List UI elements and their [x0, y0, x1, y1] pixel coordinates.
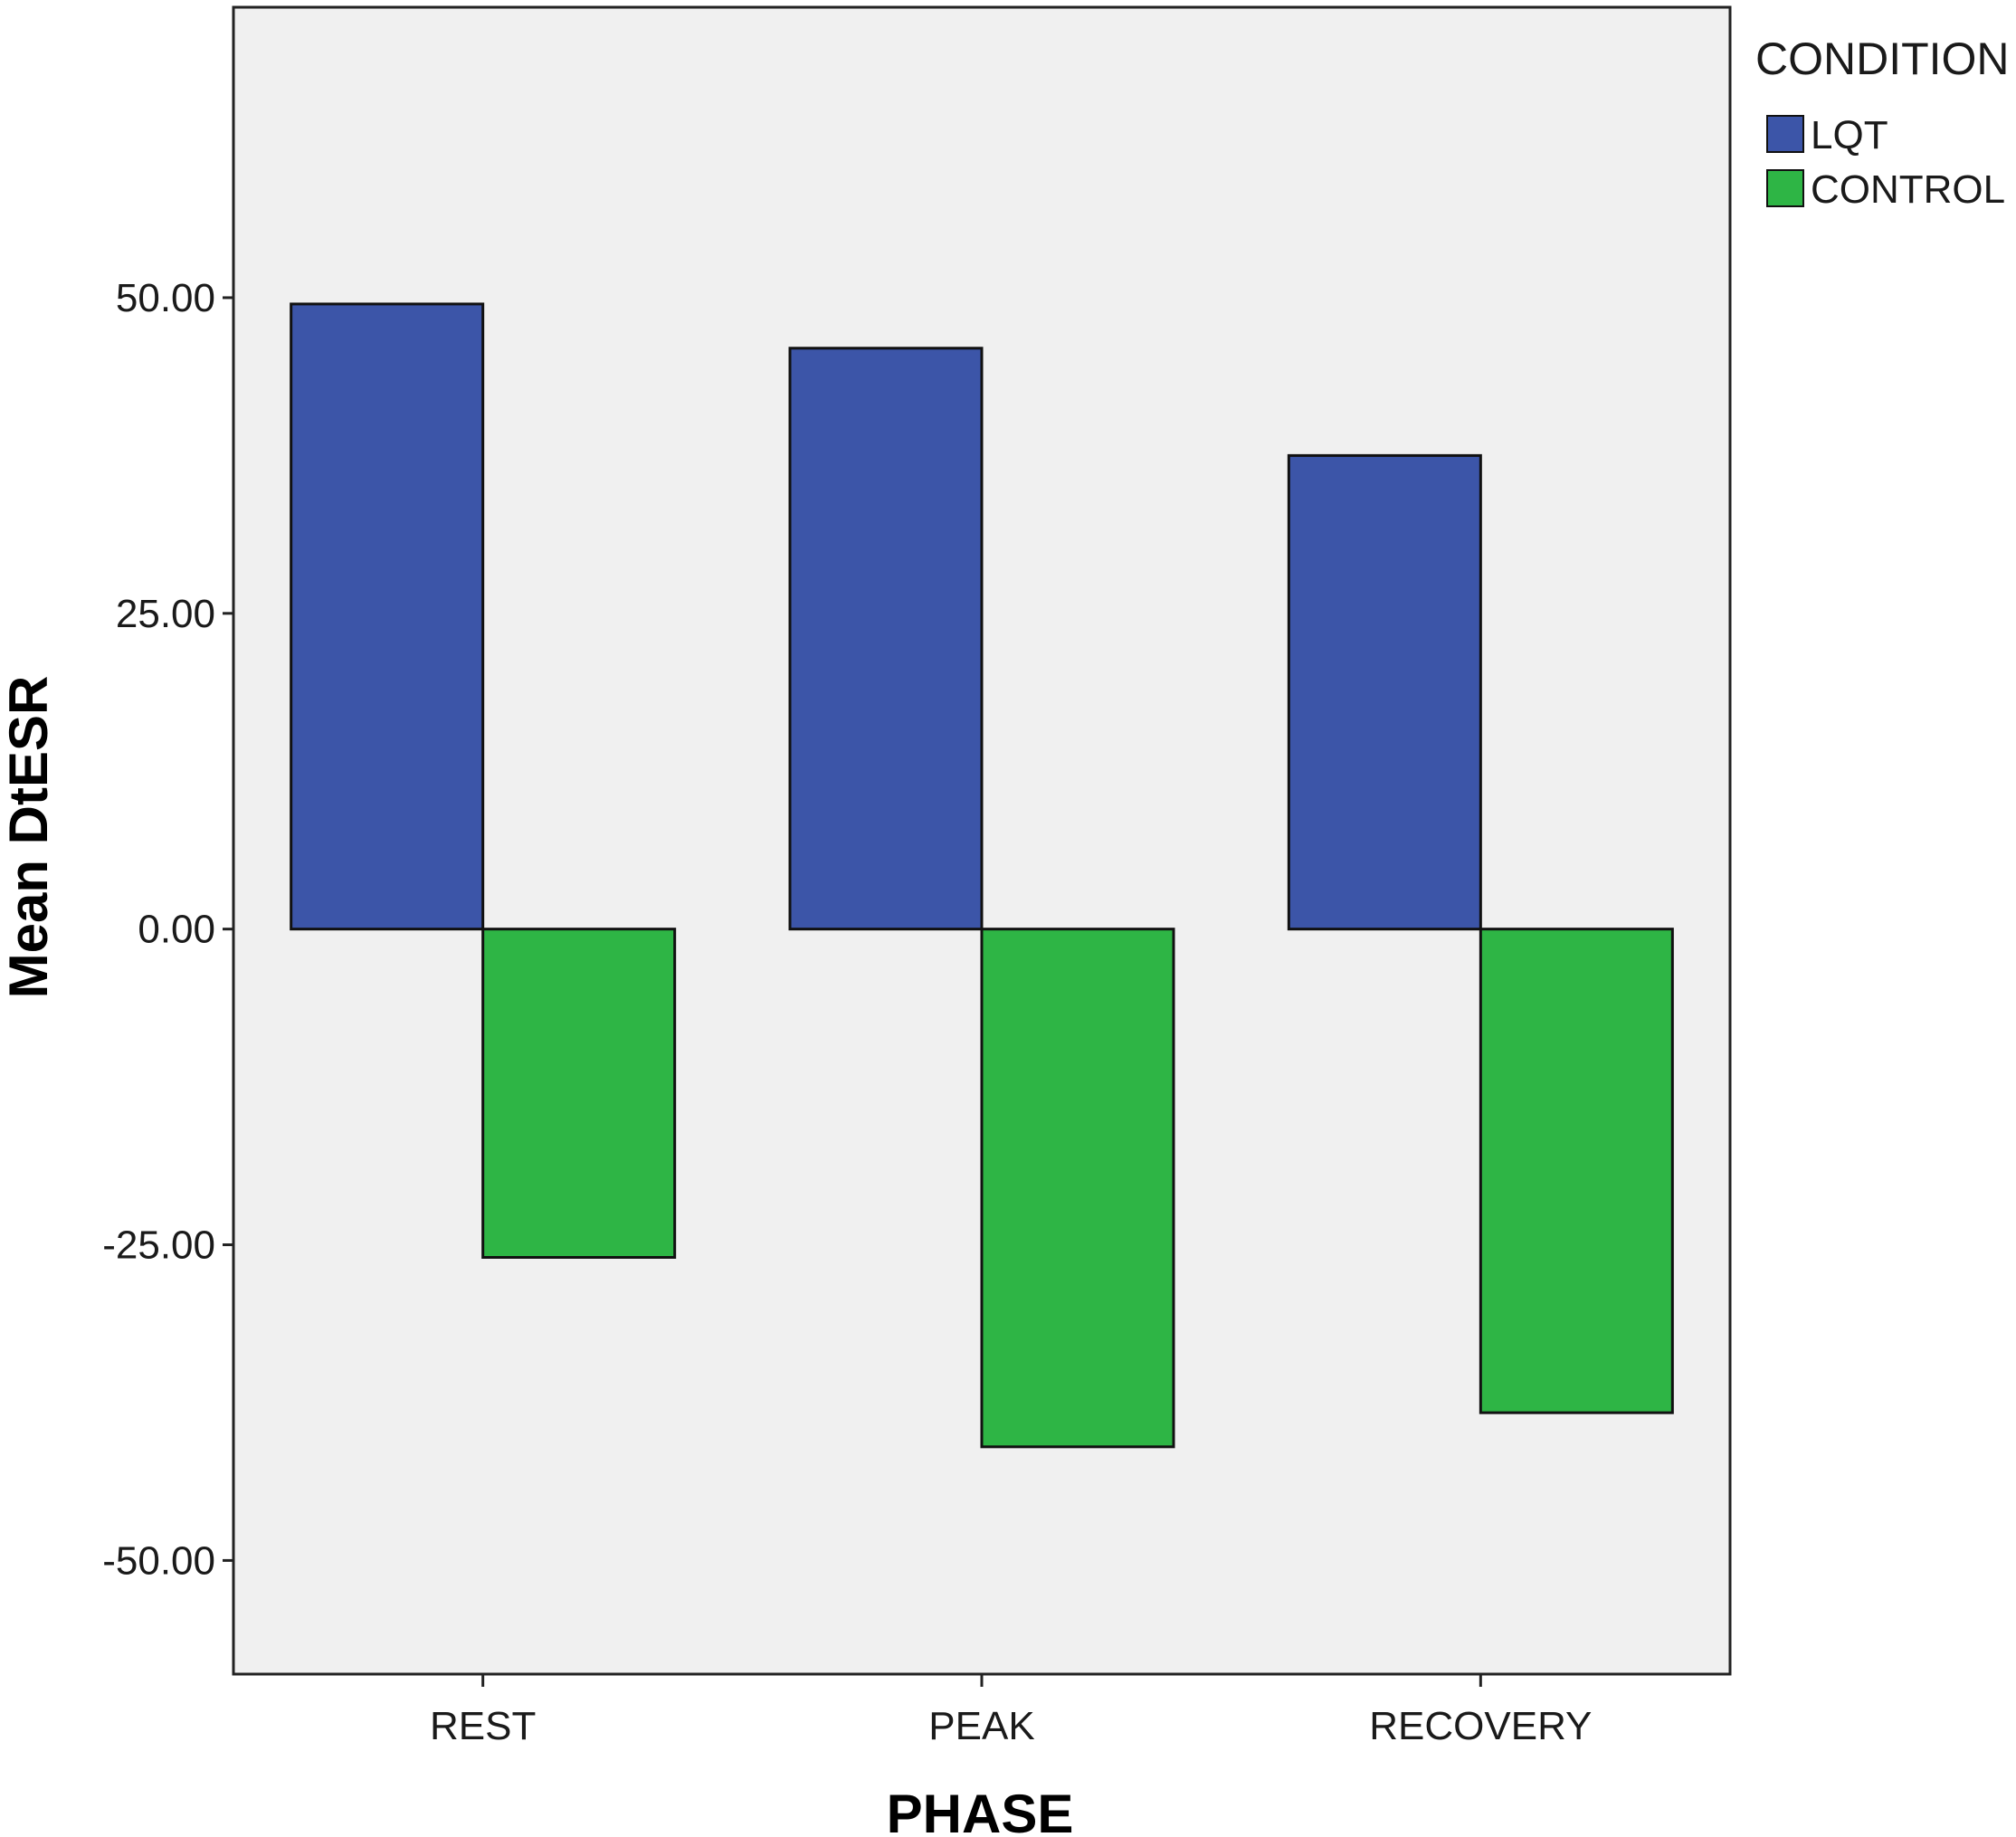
bar-control-recovery — [1479, 928, 1674, 1414]
x-tick-label: RECOVERY — [1369, 1704, 1592, 1748]
bar-control-rest — [481, 928, 677, 1259]
legend-swatch-lqt — [1766, 115, 1804, 153]
bar-control-peak — [980, 928, 1175, 1449]
y-tick-label: -25.00 — [102, 1223, 215, 1268]
legend-title: CONDITION — [1755, 33, 2010, 84]
bar-lqt-peak — [788, 347, 984, 931]
y-tick-label: 50.00 — [116, 276, 215, 320]
x-axis-ticks: REST PEAK RECOVERY — [430, 1674, 1592, 1748]
y-tick-label: -50.00 — [102, 1538, 215, 1583]
bar-lqt-recovery — [1287, 453, 1482, 931]
legend-label-lqt: LQT — [1811, 113, 1888, 157]
bars — [290, 302, 1674, 1449]
y-axis-ticks: 50.00 25.00 0.00 -25.00 -50.00 — [102, 276, 233, 1583]
x-axis-title: PHASE — [887, 1784, 1074, 1837]
y-axis-title: Mean DtESR — [0, 676, 59, 999]
x-tick-label: PEAK — [928, 1704, 1034, 1748]
legend-swatch-control — [1766, 169, 1804, 207]
y-tick-label: 0.00 — [138, 908, 215, 952]
legend: CONDITION LQT CONTROL — [1755, 33, 2010, 212]
y-tick-label: 25.00 — [116, 592, 215, 636]
bar-lqt-rest — [290, 302, 485, 931]
legend-label-control: CONTROL — [1811, 167, 2005, 212]
x-tick-label: REST — [430, 1704, 536, 1748]
